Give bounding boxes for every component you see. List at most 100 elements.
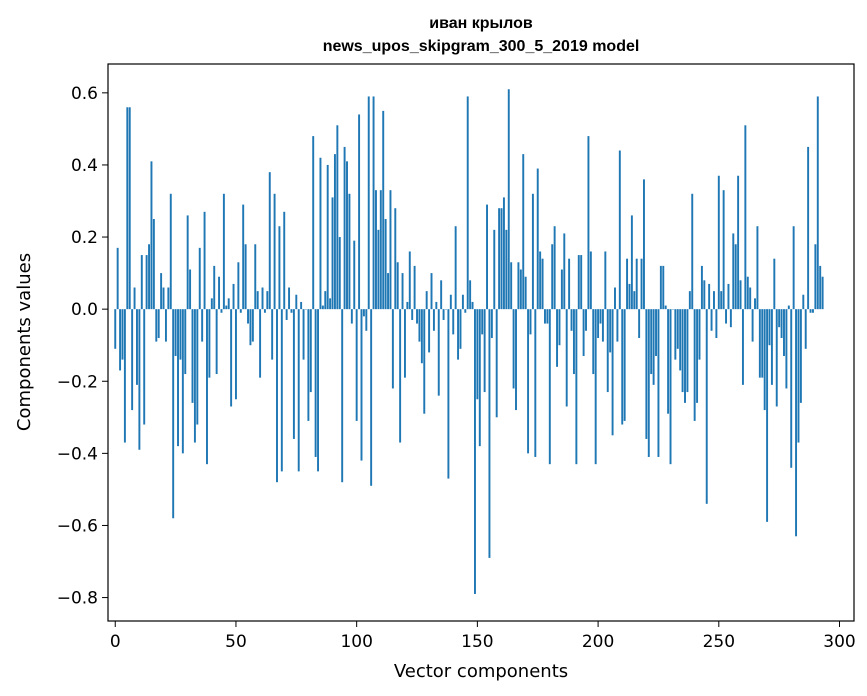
bar [324,291,327,310]
bar [181,309,184,454]
bar [210,298,213,310]
bar [160,273,163,310]
bar [406,301,409,310]
bar [807,146,810,310]
bar [541,258,544,310]
bar [563,233,566,310]
bar [471,301,474,310]
y-tick-label: −0.6 [57,516,98,536]
bar [710,309,713,331]
bar [821,276,824,310]
bar [360,309,363,461]
x-tick-label: 250 [703,632,735,652]
bar [717,175,720,310]
bar [302,309,305,360]
bar [778,309,781,328]
bar [546,309,549,324]
bar [278,226,281,310]
bar [389,190,392,310]
bar [799,309,802,403]
bar [416,309,418,324]
bar [333,154,336,310]
bar [659,265,662,310]
bar [150,161,153,310]
bar [657,309,660,457]
bar [317,309,319,472]
bar [819,265,822,310]
bar [544,309,546,324]
bar [379,190,382,310]
bar [688,291,691,310]
bar [314,309,317,457]
bar [290,309,293,313]
bar [647,309,650,457]
bar [273,193,276,310]
bar [114,309,117,349]
bar [640,258,643,310]
bar [179,309,182,360]
bar [329,298,332,310]
bar [681,309,684,393]
bar [167,287,170,310]
bar [225,305,228,310]
bar [346,161,348,310]
bar [630,215,633,310]
bar [123,309,126,443]
bar [208,309,211,378]
bar [157,309,160,338]
bar [490,309,493,338]
bar [517,262,520,310]
bar [384,219,387,310]
bar [729,309,732,328]
bar [809,309,812,313]
bar [469,280,472,310]
bar [454,226,457,310]
bar [425,291,428,310]
bar [643,179,645,310]
bar [375,190,377,310]
bar [787,305,790,310]
bar [715,309,718,338]
bar [449,294,452,310]
bar [737,175,740,310]
bar [399,309,402,443]
bar [558,309,561,346]
bar [522,154,525,310]
bar [136,309,138,385]
bar [722,190,725,310]
bar [377,229,380,310]
chart-title: иван крылов [429,15,533,32]
bar [116,247,119,310]
bar [254,244,257,310]
bar [633,291,636,310]
bar [288,287,291,310]
bar [734,244,737,310]
bar [119,309,122,371]
bar [614,287,616,310]
bar [401,273,404,310]
bar [638,309,641,338]
bar [408,251,411,310]
bar [727,283,730,310]
bar [556,309,559,367]
bar [691,193,694,310]
bar [230,309,233,407]
bar [751,309,754,342]
bar [297,309,300,472]
bar [370,309,373,486]
bar [700,265,703,310]
bar [121,309,124,360]
bar [478,309,481,447]
bar [367,96,370,310]
bar [476,309,479,400]
bar [770,309,773,385]
bar [201,309,204,342]
bar [418,309,421,342]
bar [797,309,800,443]
bar [440,280,443,310]
chart-subtitle: news_upos_skipgram_300_5_2019 model [323,38,640,55]
bar [705,309,708,504]
bar [804,309,807,349]
x-tick-label: 150 [461,632,493,652]
bar [155,309,158,342]
